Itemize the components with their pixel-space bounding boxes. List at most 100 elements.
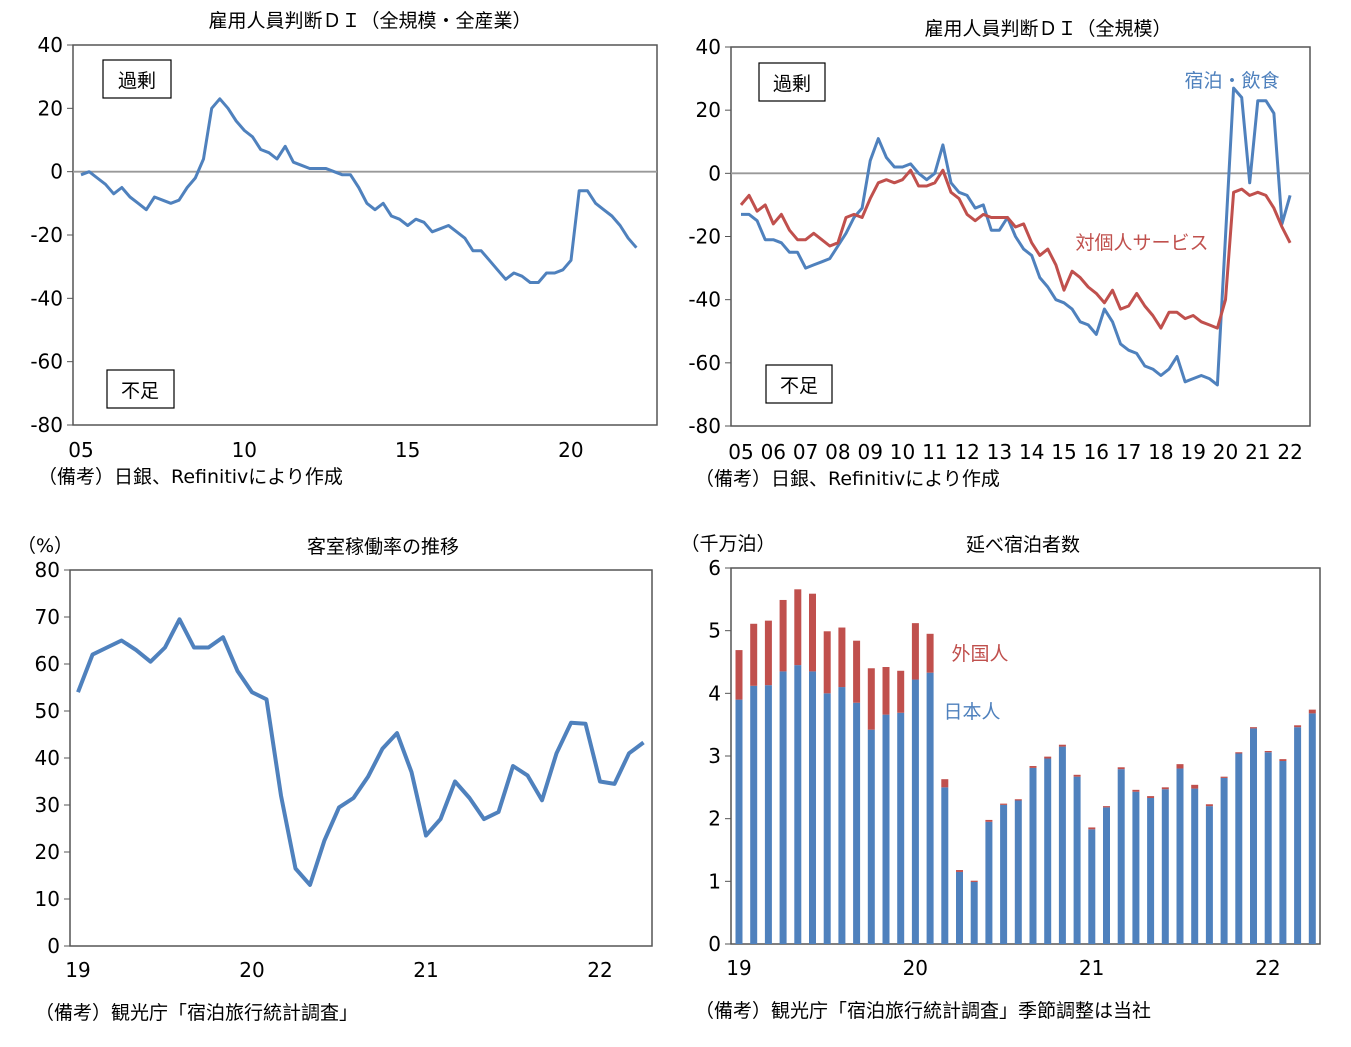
legend-accommodation-food: 宿泊・飲食: [1184, 70, 1279, 92]
x-tick-label: 21: [1079, 956, 1104, 980]
bar-japanese: [1161, 789, 1169, 944]
bar-japanese: [1191, 788, 1199, 944]
bar-foreign: [1308, 709, 1316, 714]
bar-japanese: [985, 821, 993, 944]
bar-japanese: [911, 679, 919, 944]
bar-japanese: [1117, 769, 1125, 944]
x-tick-label: 22: [1255, 956, 1280, 980]
surplus-label: 過剰: [773, 73, 811, 95]
bar-foreign: [1235, 752, 1243, 754]
x-tick-label: 07: [793, 440, 818, 464]
x-tick-label: 20: [903, 956, 928, 980]
y-tick-label: 60: [35, 652, 60, 676]
bar-japanese: [809, 671, 816, 944]
surplus-label-box: [758, 62, 826, 102]
bar-foreign: [809, 593, 816, 672]
y-tick-label: 20: [38, 96, 63, 120]
bar-foreign: [926, 633, 934, 673]
y-tick-label: -20: [30, 223, 63, 247]
source-note: （備考）観光庁「宿泊旅行統計調査」季節調整は当社: [695, 1000, 1151, 1022]
bar-foreign: [1103, 806, 1110, 808]
shortage-label-box: [765, 364, 833, 404]
x-tick-label: 15: [1051, 440, 1076, 464]
x-tick-label: 17: [1116, 440, 1141, 464]
y-tick-label: -80: [30, 413, 63, 437]
bar-japanese: [1294, 727, 1302, 944]
bar-foreign: [1147, 796, 1155, 798]
bar-foreign: [1191, 784, 1199, 789]
bar-japanese: [779, 671, 787, 944]
bar-japanese: [926, 672, 934, 944]
bar-japanese: [1058, 746, 1066, 944]
x-tick-label: 09: [857, 440, 882, 464]
bar-foreign: [1000, 803, 1008, 805]
x-tick-label: 05: [68, 438, 93, 462]
x-tick-label: 22: [1277, 440, 1302, 464]
x-tick-label: 12: [954, 440, 979, 464]
y-tick-label: 40: [696, 35, 721, 59]
bar-japanese: [1029, 767, 1037, 944]
bar-foreign: [1014, 799, 1022, 801]
shortage-label: 不足: [780, 375, 818, 397]
series-line-0: [76, 617, 645, 887]
bar-japanese: [970, 881, 978, 944]
bar-foreign: [1294, 725, 1302, 728]
bar-japanese: [1044, 758, 1052, 944]
y-tick-label: -40: [30, 286, 63, 310]
bar-foreign: [1117, 767, 1125, 770]
plot-frame: [69, 569, 653, 947]
bar-japanese: [1308, 713, 1316, 944]
y-tick-label: 0: [50, 160, 63, 184]
bar-foreign: [750, 623, 758, 686]
y-tick-label: 40: [38, 33, 63, 57]
bar-foreign: [779, 599, 787, 672]
bar-japanese: [1000, 804, 1008, 944]
bar-japanese: [1220, 777, 1228, 944]
surplus-label-box: [102, 59, 172, 99]
x-tick-label: 20: [239, 958, 264, 982]
plot-frame: [72, 44, 658, 426]
bar-foreign: [735, 650, 743, 700]
y-axis-unit: （千万泊）: [680, 533, 775, 555]
x-tick-label: 22: [587, 958, 612, 982]
surplus-label: 過剰: [118, 70, 156, 92]
bar-foreign: [1073, 774, 1081, 777]
bar-foreign: [911, 623, 919, 680]
x-tick-label: 21: [413, 958, 438, 982]
bar-foreign: [1161, 787, 1169, 790]
shortage-label: 不足: [121, 380, 159, 402]
x-tick-label: 10: [232, 438, 257, 462]
bar-foreign: [1176, 764, 1184, 769]
x-tick-label: 18: [1148, 440, 1173, 464]
bar-foreign: [823, 631, 831, 694]
y-tick-label: 5: [708, 619, 721, 643]
source-note: （備考）日銀、Refinitivにより作成: [38, 466, 343, 488]
x-tick-label: 19: [65, 958, 90, 982]
bar-japanese: [1014, 800, 1022, 944]
bar-foreign: [941, 779, 949, 788]
bar-foreign: [956, 870, 963, 872]
x-tick-label: 21: [1245, 440, 1270, 464]
y-tick-label: 40: [35, 746, 60, 770]
y-tick-label: 30: [35, 793, 60, 817]
x-tick-label: 10: [890, 440, 915, 464]
bar-japanese: [1103, 807, 1110, 944]
bar-foreign: [853, 640, 861, 703]
y-tick-label: -40: [688, 288, 721, 312]
y-tick-label: 80: [35, 558, 60, 582]
bar-foreign: [1088, 827, 1096, 830]
bar-japanese: [1132, 791, 1140, 944]
x-tick-label: 19: [1180, 440, 1205, 464]
chart-room-occupancy: 客室稼働率の推移 （%） 80 70 60 50 40 30 20 10 019 20 21 22 （…: [17, 535, 653, 1024]
bar-japanese: [750, 685, 758, 944]
bar-japanese: [956, 871, 963, 944]
source-note: （備考）観光庁「宿泊旅行統計調査」: [35, 1002, 358, 1024]
legend-personal-services: 対個人サービス: [1075, 232, 1208, 254]
series-line-0: [80, 97, 638, 284]
x-tick-label: 19: [726, 956, 751, 980]
y-tick-label: 1: [708, 869, 721, 893]
bar-japanese: [941, 787, 949, 944]
